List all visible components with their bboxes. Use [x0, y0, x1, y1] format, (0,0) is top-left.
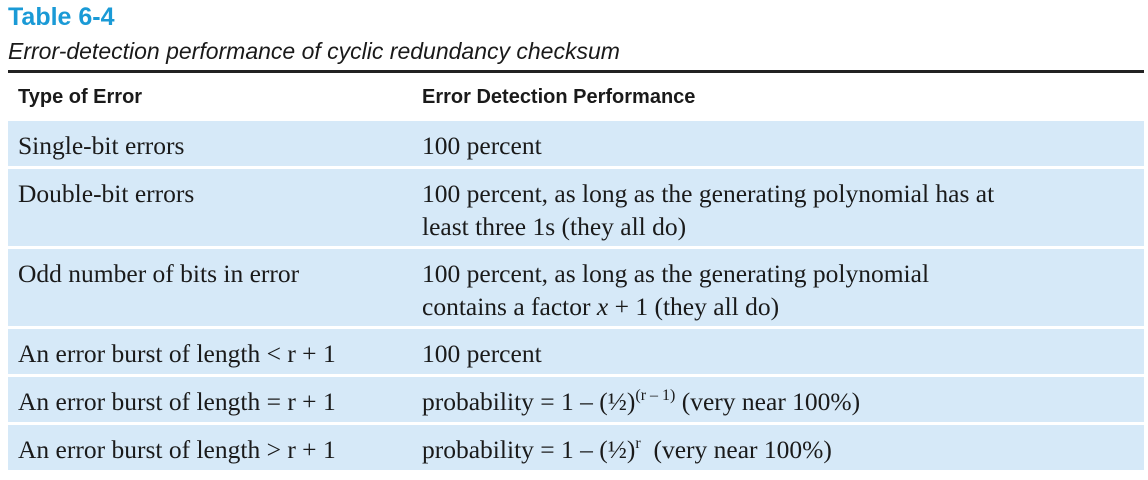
performance-line: 100 percent, as long as the generating p…	[422, 179, 995, 208]
cell-performance: probability = 1 – (½)r (very near 100%)	[422, 433, 832, 466]
text-fragment: probability = 1 – (½)	[422, 435, 636, 464]
cell-type: An error burst of length < r + 1	[18, 339, 336, 368]
cell-performance: probability = 1 – (½)(r – 1) (very near …	[422, 385, 860, 418]
table-row: Odd number of bits in error 100 percent,…	[8, 246, 1144, 326]
performance-line: contains a factor x + 1 (they all do)	[422, 290, 929, 323]
table-label: Table 6-4	[8, 3, 115, 31]
header-type-of-error: Type of Error	[18, 86, 143, 108]
exponent: (r – 1)	[635, 387, 676, 404]
text-fragment: contains a factor	[422, 292, 597, 321]
table-caption: Error-detection performance of cyclic re…	[8, 38, 620, 64]
cell-performance: 100 percent	[422, 339, 542, 368]
performance-line: least three 1s (they all do)	[422, 212, 687, 241]
cell-performance: 100 percent, as long as the generating p…	[422, 257, 929, 323]
cell-performance: 100 percent	[422, 131, 542, 160]
table-row: An error burst of length = r + 1 probabi…	[8, 374, 1144, 422]
text-fragment: + 1 (they all do)	[608, 292, 780, 321]
cell-type: Odd number of bits in error	[18, 259, 300, 288]
table-row: An error burst of length < r + 1 100 per…	[8, 326, 1144, 374]
text-fragment: (very near 100%)	[675, 387, 861, 416]
table-body: Single-bit errors 100 percent Double-bit…	[8, 118, 1144, 470]
top-rule	[8, 70, 1144, 73]
variable-x: x	[596, 292, 609, 321]
exponent: r	[635, 435, 641, 452]
performance-line: 100 percent, as long as the generating p…	[422, 259, 930, 288]
cell-type: An error burst of length > r + 1	[18, 435, 336, 464]
header-error-detection-performance: Error Detection Performance	[422, 86, 696, 108]
cell-type: Double-bit errors	[18, 179, 195, 208]
table-row: An error burst of length > r + 1 probabi…	[8, 422, 1144, 470]
cell-type: An error burst of length = r + 1	[18, 387, 336, 416]
table-row: Single-bit errors 100 percent	[8, 118, 1144, 166]
text-fragment: (very near 100%)	[640, 435, 832, 464]
cell-type: Single-bit errors	[18, 131, 185, 160]
text-fragment: probability = 1 – (½)	[422, 387, 636, 416]
header-row: Type of Error Error Detection Performanc…	[8, 73, 1144, 118]
table-row: Double-bit errors 100 percent, as long a…	[8, 166, 1144, 246]
cell-performance: 100 percent, as long as the generating p…	[422, 177, 994, 243]
